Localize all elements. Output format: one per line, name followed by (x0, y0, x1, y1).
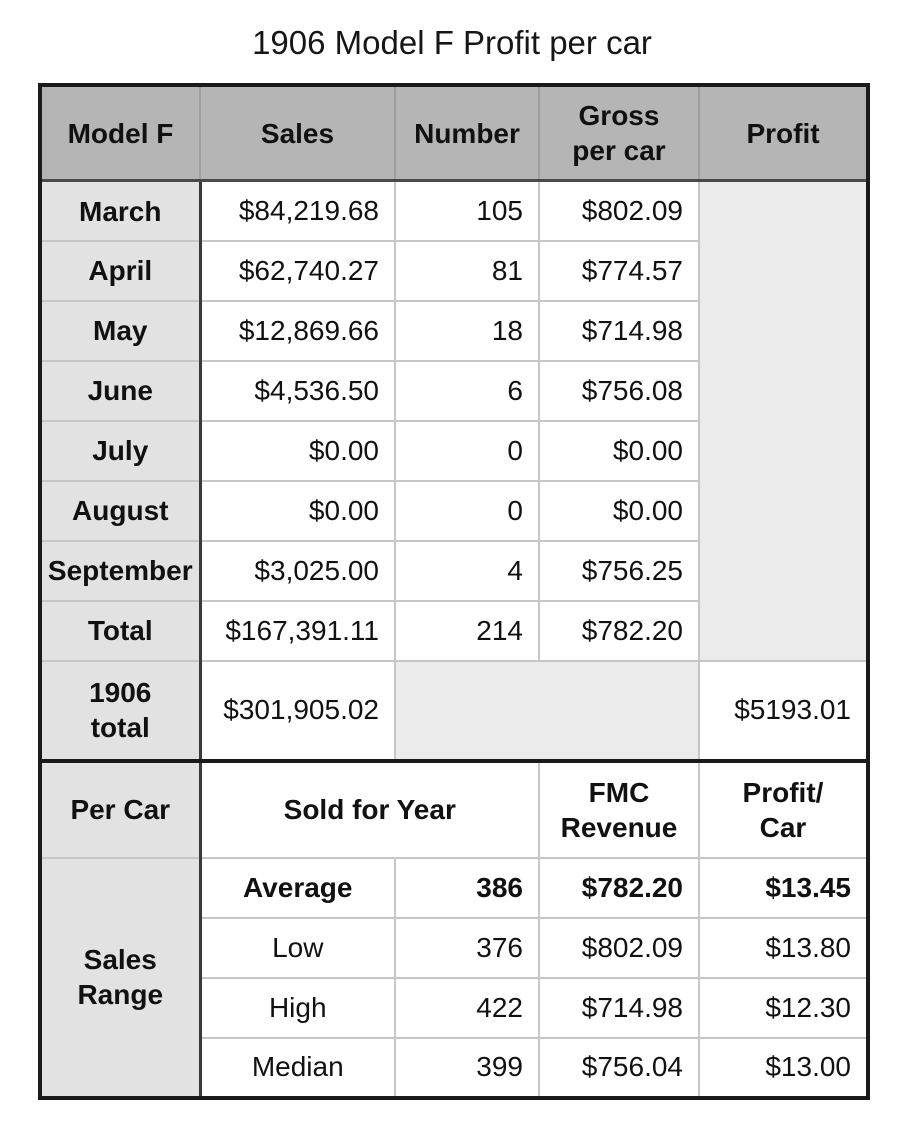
sales-value: $4,536.50 (199, 359, 396, 422)
gross-value: $0.00 (538, 419, 700, 482)
total-label: Total (39, 599, 202, 662)
gross-value: $782.20 (538, 599, 700, 662)
table-row-march: March $84,219.68 105 $802.09 (39, 179, 869, 662)
header-sold-for-year: Sold for Year (199, 758, 540, 859)
month-label: May (39, 299, 202, 362)
sales-range-label: Sales Range (39, 856, 202, 1099)
month-label: August (39, 479, 202, 542)
header-gross-per-car: Gross per car (538, 83, 700, 183)
monthly-header-row: Model F Sales Number Gross per car Profi… (39, 83, 869, 183)
gross-value: $714.98 (538, 299, 700, 362)
sales-value: $62,740.27 (199, 239, 396, 302)
year-total-sales: $301,905.02 (199, 659, 396, 762)
table-row-total: Total $167,391.11 214 $782.20 (39, 599, 868, 662)
revenue-value: $802.09 (538, 916, 700, 979)
header-per-car: Per Car (39, 758, 202, 859)
number-value: 4 (394, 539, 540, 602)
table-row-april: April $62,740.27 81 $774.57 (39, 239, 868, 302)
table-row-median: Median 399 $756.04 $13.00 (40, 1036, 869, 1099)
gross-value: $774.57 (538, 239, 700, 302)
sales-value: $0.00 (199, 479, 396, 542)
header-profit: Profit (698, 83, 869, 183)
per-car-header-row: Per Car Sold for Year FMC Revenue Profit… (39, 758, 869, 859)
header-fmc-revenue: FMC Revenue (538, 758, 700, 859)
profit-merged-cell (698, 179, 869, 662)
revenue-value: $782.20 (538, 856, 700, 919)
profit-per-car-value: $12.30 (698, 976, 869, 1039)
sales-value: $84,219.68 (199, 179, 396, 242)
number-value: 6 (394, 359, 540, 422)
sold-value: 386 (394, 856, 540, 919)
profit-per-car-value: $13.80 (698, 916, 869, 979)
header-sales: Sales (199, 83, 396, 183)
month-label: July (39, 419, 202, 482)
number-value: 0 (394, 419, 540, 482)
table-row-august: August $0.00 0 $0.00 (39, 479, 868, 542)
year-total-label: 1906 total (39, 659, 202, 762)
year-total-profit: $5193.01 (698, 659, 869, 762)
number-value: 0 (394, 479, 540, 542)
header-profit-per-car: Profit/ Car (698, 758, 869, 859)
table-row-june: June $4,536.50 6 $756.08 (39, 359, 868, 422)
sold-value: 376 (394, 916, 540, 979)
sales-value: $0.00 (199, 419, 396, 482)
sales-value: $12,869.66 (199, 299, 396, 362)
month-label: April (39, 239, 202, 302)
number-value: 105 (394, 179, 540, 242)
number-value: 18 (394, 299, 540, 362)
gross-value: $802.09 (538, 179, 700, 242)
sales-value: $167,391.11 (199, 599, 396, 662)
month-label: June (39, 359, 202, 422)
sold-value: 422 (394, 976, 540, 1039)
header-model-f: Model F (39, 83, 201, 183)
year-total-merged-cell (394, 659, 700, 762)
number-value: 214 (394, 599, 540, 662)
revenue-value: $756.04 (538, 1036, 700, 1099)
table-row-low: Low 376 $802.09 $13.80 (40, 916, 869, 979)
number-value: 81 (394, 239, 540, 302)
table-row-july: July $0.00 0 $0.00 (39, 419, 868, 482)
stat-label: High (199, 976, 396, 1039)
table-row-1906-total: 1906 total $301,905.02 $5193.01 (39, 659, 869, 762)
table-row-average: Sales Range Average 386 $782.20 $13.45 (39, 856, 869, 1099)
stat-label: Average (199, 856, 396, 919)
profit-per-car-value: $13.00 (698, 1036, 869, 1099)
profit-table: Model F Sales Number Gross per car Profi… (38, 82, 870, 1100)
gross-value: $756.25 (538, 539, 700, 602)
revenue-value: $714.98 (538, 976, 700, 1039)
gross-value: $756.08 (538, 359, 700, 422)
page-title: 1906 Model F Profit per car (252, 24, 652, 61)
gross-value: $0.00 (538, 479, 700, 542)
stat-label: Median (199, 1036, 396, 1099)
sales-value: $3,025.00 (199, 539, 396, 602)
table-row-may: May $12,869.66 18 $714.98 (39, 299, 868, 362)
table-row-high: High 422 $714.98 $12.30 (40, 976, 869, 1039)
header-number: Number (394, 83, 540, 183)
sold-value: 399 (394, 1036, 540, 1099)
month-label: September (39, 539, 202, 602)
profit-per-car-value: $13.45 (698, 856, 869, 919)
month-label: March (39, 179, 202, 242)
stat-label: Low (199, 916, 396, 979)
table-row-september: September $3,025.00 4 $756.25 (39, 539, 868, 602)
